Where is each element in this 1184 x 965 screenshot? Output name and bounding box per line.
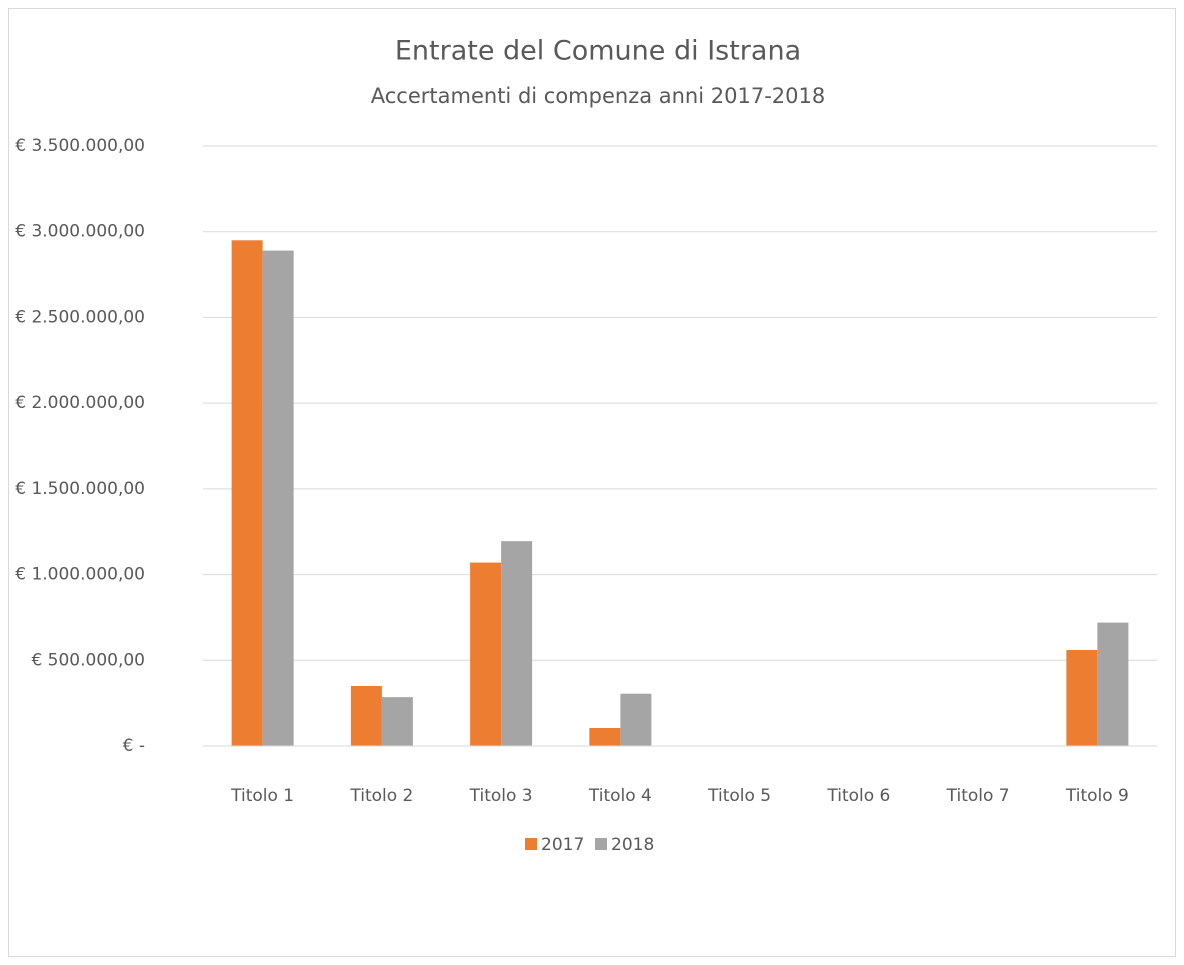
y-tick-label: € 500.000,00 [31,650,145,670]
bar [501,541,533,746]
x-tick-label: Titolo 5 [707,786,771,806]
chart-title: Entrate del Comune di Istrana [395,36,801,67]
bar [1066,650,1098,746]
legend-swatch [525,838,537,850]
y-tick-label: € 3.000.000,00 [15,222,145,242]
y-tick-label: € 2.500.000,00 [15,307,145,327]
bar [620,693,652,746]
y-tick-label: € 1.500.000,00 [15,479,145,499]
x-tick-label: Titolo 3 [469,786,533,806]
bar [470,562,502,746]
legend-swatch [595,838,607,850]
x-tick-label: Titolo 9 [1065,786,1129,806]
bar [350,686,382,746]
x-tick-label: Titolo 1 [230,786,294,806]
bar [1097,622,1129,746]
bar [231,240,263,747]
x-tick-label: Titolo 6 [826,786,890,806]
bar [381,697,413,746]
chart-border [8,8,1176,957]
legend-label: 2018 [611,835,654,855]
chart-subtitle: Accertamenti di compenza anni 2017-2018 [371,84,825,108]
bar [589,728,621,746]
x-tick-label: Titolo 4 [588,786,652,806]
x-tick-label: Titolo 7 [946,786,1010,806]
bar [262,250,294,747]
y-tick-label: € 3.500.000,00 [15,136,145,156]
y-tick-label: € - [123,736,145,756]
x-tick-label: Titolo 2 [349,786,413,806]
y-tick-label: € 1.000.000,00 [15,565,145,585]
legend-label: 2017 [541,835,584,855]
y-tick-label: € 2.000.000,00 [15,393,145,413]
